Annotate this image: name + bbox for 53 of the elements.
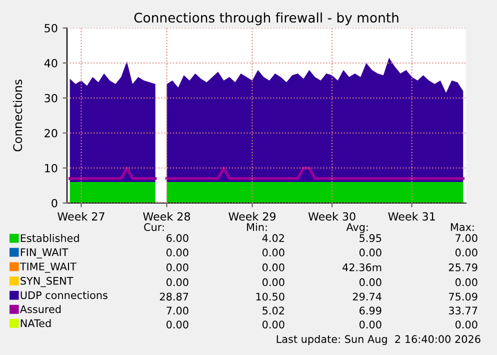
text: 0.00 (262, 263, 284, 272)
text: 0.00 (455, 320, 478, 328)
x-tick-label: Week 31 (388, 212, 435, 221)
y-tick-label: 40 (44, 58, 58, 68)
text: 42.36m (342, 263, 382, 272)
text: Max: (450, 223, 474, 232)
y-tick-label: 20 (44, 128, 58, 138)
y-axis-title: Connections (12, 80, 22, 152)
text: 5.02 (262, 306, 284, 315)
chart-title: Connections through firewall - by month (134, 12, 398, 26)
text: 0.00 (262, 278, 284, 286)
legend-label: Assured (20, 305, 61, 314)
text: 4.02 (262, 234, 284, 242)
text: 7.00 (456, 234, 478, 242)
x-tick-label: Week 30 (308, 212, 356, 221)
y-tick-label: 10 (45, 164, 58, 172)
text: 0.00 (166, 278, 188, 286)
text: 0.00 (262, 248, 284, 256)
legend-label: TIME_WAIT (20, 262, 76, 273)
y-tick-label: 50 (44, 24, 58, 32)
text: 0.00 (455, 248, 478, 256)
text: 0.00 (166, 248, 188, 256)
text: 0.00 (455, 278, 478, 286)
legend-label: Established (20, 234, 79, 242)
x-tick-label: Week 29 (228, 212, 276, 221)
text: 25.79 (448, 263, 478, 272)
text: 6.00 (166, 234, 188, 242)
text: 5.95 (360, 234, 382, 242)
text: Last update: Sun Aug 2 16:40:00 2026 (276, 334, 480, 346)
legend-label: NATed (20, 319, 51, 328)
text: 33.77 (448, 306, 478, 315)
text: Cur: (144, 223, 164, 232)
y-tick-label: 0 (52, 198, 58, 208)
legend-label: UDP connections (20, 291, 108, 300)
text: Avg: (346, 223, 368, 234)
text: 6.99 (360, 306, 382, 315)
y-tick-label: 30 (44, 94, 58, 102)
text: 0.00 (166, 263, 188, 272)
text: 0.00 (359, 320, 382, 328)
text: 0.00 (166, 320, 188, 328)
text: Min: (247, 222, 267, 231)
x-tick-label: Week 27 (58, 212, 104, 221)
text: 0.00 (262, 320, 284, 328)
text: 28.87 (160, 292, 188, 301)
text: 0.00 (359, 248, 382, 256)
text: 29.74 (352, 292, 382, 301)
legend-label: SYN_SENT (20, 276, 74, 288)
text: 7.00 (166, 306, 188, 315)
legend-label: FIN_WAIT (20, 248, 68, 258)
text: 75.09 (449, 292, 478, 301)
x-tick-label: Week 28 (143, 212, 190, 221)
text: 0.00 (359, 278, 382, 286)
text: 10.50 (256, 292, 284, 301)
